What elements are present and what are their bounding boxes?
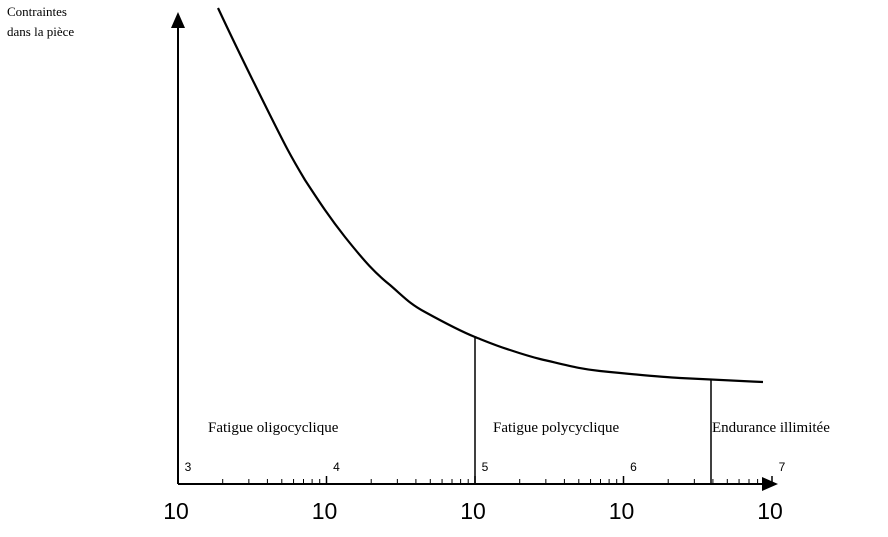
x-arrow bbox=[762, 477, 778, 491]
tick-base: 10 bbox=[757, 498, 783, 524]
tick-exponent: 3 bbox=[185, 460, 192, 474]
region-label: Fatigue polycyclique bbox=[493, 420, 620, 436]
tick-exponent: 4 bbox=[333, 460, 340, 474]
tick-base: 10 bbox=[163, 498, 189, 524]
tick-exponent: 7 bbox=[779, 460, 786, 474]
fatigue-curve bbox=[217, 7, 764, 384]
y-axis-label: dans la pièce bbox=[7, 24, 74, 39]
tick-exponent: 6 bbox=[630, 460, 637, 474]
tick-base: 10 bbox=[312, 498, 338, 524]
tick-base: 10 bbox=[609, 498, 635, 524]
y-arrow bbox=[171, 12, 185, 28]
region-label: Endurance illimitée bbox=[712, 420, 830, 436]
region-label: Fatigue oligocyclique bbox=[208, 420, 339, 436]
y-axis-label: Contraintes bbox=[7, 4, 67, 19]
tick-exponent: 5 bbox=[482, 460, 489, 474]
tick-base: 10 bbox=[460, 498, 486, 524]
